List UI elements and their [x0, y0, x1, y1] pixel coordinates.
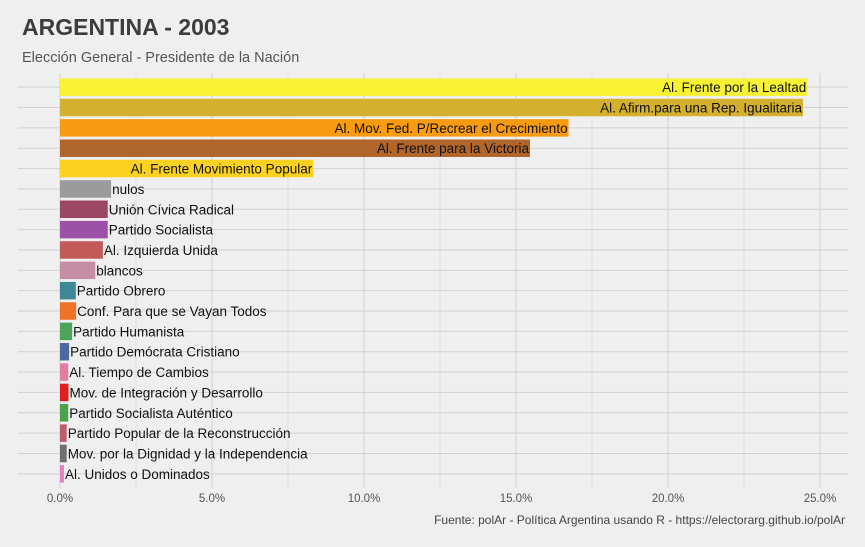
bar-label: Partido Popular de la Reconstrucción	[68, 426, 291, 441]
x-tick-label: 15.0%	[500, 493, 533, 505]
bar	[60, 424, 67, 442]
x-tick-label: 5.0%	[199, 493, 225, 505]
bar-label: Al. Frente por la Lealtad	[662, 80, 806, 95]
bar-label: Al. Izquierda Unida	[104, 243, 219, 258]
x-tick-label: 10.0%	[348, 493, 381, 505]
bar	[60, 465, 64, 483]
chart-title: ARGENTINA - 2003	[22, 14, 230, 40]
bar	[60, 404, 69, 422]
bar	[60, 119, 569, 137]
bar-label: Al. Frente Movimiento Popular	[131, 162, 313, 177]
bar	[60, 342, 70, 361]
bar-label: Mov. por la Dignidad y la Independencia	[68, 446, 308, 461]
x-axis-ticks: 0.0% 5.0% 10.0% 15.0% 20.0% 25.0%	[47, 493, 836, 505]
bar-label: Al. Mov. Fed. P/Recrear el Crecimiento	[335, 121, 568, 136]
bars	[60, 78, 808, 483]
bar-label: Al. Frente para la Victoria	[377, 141, 530, 156]
bar	[60, 200, 108, 219]
bar-label: Unión Cívica Radical	[109, 202, 234, 217]
chart-subtitle: Elección General - Presidente de la Naci…	[22, 50, 300, 66]
bar-label: Mov. de Integración y Desarrollo	[70, 385, 263, 400]
bar	[60, 363, 69, 381]
bar	[60, 302, 77, 320]
bar-label: Al. Unidos o Dominados	[65, 467, 210, 482]
bar	[60, 180, 112, 198]
bar	[60, 322, 73, 341]
bar-label: Partido Humanista	[73, 324, 185, 339]
bar-label: Conf. Para que se Vayan Todos	[77, 304, 267, 319]
bar	[60, 98, 803, 117]
x-tick-label: 0.0%	[47, 493, 73, 505]
bar-label: blancos	[96, 263, 143, 278]
bar-label: Al. Tiempo de Cambios	[69, 365, 209, 380]
bar-label: nulos	[112, 182, 145, 197]
bar	[60, 139, 530, 157]
bar-label: Partido Demócrata Cristiano	[70, 345, 240, 360]
bar-labels: Al. Frente por la Lealtad Al. Afirm.para …	[65, 80, 806, 482]
bar	[60, 444, 67, 463]
bar	[60, 281, 76, 300]
bar	[60, 261, 96, 280]
x-tick-label: 20.0%	[652, 493, 685, 505]
x-tick-label: 25.0%	[804, 493, 837, 505]
bar	[60, 241, 103, 259]
bar	[60, 383, 69, 402]
bar-label: Al. Afirm.para una Rep. Igualitaria	[600, 101, 802, 116]
bar-label: Partido Socialista	[109, 223, 214, 238]
bar-label: Partido Obrero	[77, 284, 166, 299]
chart-caption: Fuente: polAr - Política Argentina usand…	[434, 513, 845, 527]
bar	[60, 78, 808, 96]
bar-label: Partido Socialista Auténtico	[69, 406, 233, 421]
bar	[60, 220, 108, 239]
bar	[60, 159, 314, 178]
